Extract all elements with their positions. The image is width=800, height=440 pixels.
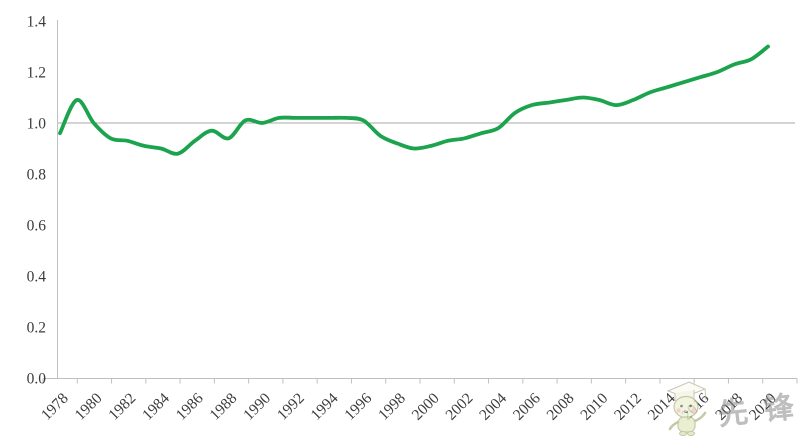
x-axis-tick-label: 1994	[308, 390, 342, 424]
x-axis-tick-label: 1988	[206, 390, 240, 424]
x-axis-tick-label: 1986	[173, 390, 207, 424]
x-axis-tick-label: 2018	[712, 390, 746, 424]
x-axis-tick-label: 1984	[139, 390, 173, 424]
x-axis-tick-label: 2016	[678, 390, 712, 424]
y-axis-tick-label: 0.0	[27, 371, 47, 388]
y-axis-tick-label: 1.2	[27, 65, 46, 82]
x-axis-tick-label: 2000	[409, 390, 443, 424]
x-axis-tick-label: 1982	[105, 390, 139, 424]
x-axis-tick-label: 2002	[442, 390, 476, 424]
series-line-index-line	[58, 44, 770, 156]
x-axis-tick-label: 1992	[274, 390, 308, 424]
y-axis-tick-label: 1.4	[27, 14, 47, 31]
x-axis-tick-label: 1996	[341, 390, 375, 424]
x-axis-tick-label: 2006	[510, 390, 544, 424]
x-axis-tick-label: 2010	[577, 390, 611, 424]
x-axis-tick-label: 2012	[611, 390, 645, 424]
x-axis-tick-label: 1978	[38, 390, 72, 424]
y-axis-tick-label: 1.0	[27, 116, 47, 133]
y-axis-tick-label: 0.2	[27, 320, 46, 337]
x-axis-tick-label: 2004	[476, 390, 510, 424]
y-axis-tick-label: 0.4	[27, 269, 47, 286]
x-axis-tick-label: 2014	[645, 390, 679, 424]
x-axis-tick-label: 1998	[375, 390, 409, 424]
x-axis-tick-label: 1980	[72, 390, 106, 424]
y-axis-tick-label: 0.6	[27, 218, 47, 235]
y-axis-tick-label: 0.8	[27, 167, 47, 184]
x-axis-tick-label: 2008	[544, 390, 578, 424]
x-axis-tick-label: 2020	[746, 390, 780, 424]
x-axis-tick-label: 1990	[240, 390, 274, 424]
